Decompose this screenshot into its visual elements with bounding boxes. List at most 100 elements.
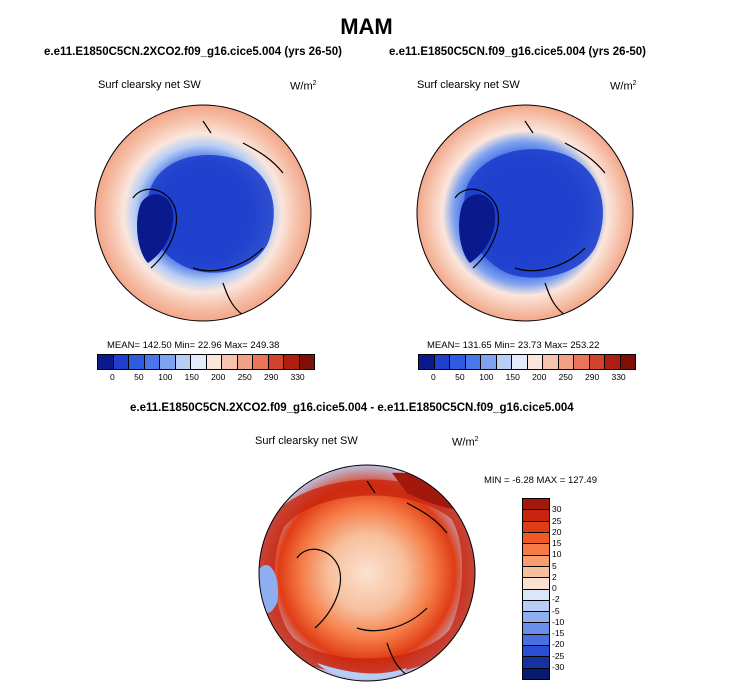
colorbar-tick-label: 25 (552, 515, 562, 526)
colorbar-tick-label: 150 (184, 372, 199, 382)
panel-3-negative-edge-bottom (317, 663, 407, 680)
colorbar-cell (160, 355, 176, 369)
panel-3-stats: MIN = -6.28 MAX = 127.49 (484, 475, 598, 486)
colorbar-tick-label: -30 (552, 661, 565, 672)
panel-1-stats: MEAN= 142.50 Min= 22.96 Max= 249.38 (107, 340, 280, 351)
colorbar-cell (523, 612, 549, 624)
panel-1-coastline (132, 120, 284, 316)
colorbar-tick-label: -20 (552, 639, 565, 650)
colorbar-cell (481, 355, 497, 369)
colorbar-cell (144, 355, 160, 369)
colorbar-cell (523, 589, 549, 601)
colorbar-tick-label: 10 (552, 549, 562, 560)
panel-2-case-title: e.e11.E1850C5CN.f09_g16.cice5.004 (yrs 2… (389, 46, 647, 58)
panel-2-units: W/m2 (610, 80, 637, 93)
colorbar-cell (527, 355, 543, 369)
colorbar-tick-label: 290 (264, 372, 279, 382)
colorbar-cell (465, 355, 481, 369)
colorbar-tick-label: 200 (211, 372, 226, 382)
panel-3-variable: Surf clearsky net SW (255, 435, 358, 447)
colorbar-cell (434, 355, 450, 369)
colorbar-tick-label: -5 (552, 605, 560, 616)
colorbar-tick-label: 100 (479, 372, 494, 382)
colorbar-tick-label: 20 (552, 526, 562, 537)
panel-2-colorbar (418, 354, 636, 370)
colorbar-tick-label: 290 (585, 372, 600, 382)
colorbar-cell (558, 355, 574, 369)
panel-2-map (416, 104, 634, 322)
panel-2-variable: Surf clearsky net SW (417, 79, 520, 91)
colorbar-cell (253, 355, 269, 369)
panel-1-greenland (137, 194, 174, 263)
colorbar-tick-label: 50 (455, 372, 465, 382)
colorbar-cell (206, 355, 222, 369)
colorbar-cell (523, 555, 549, 567)
colorbar-cell (605, 355, 621, 369)
colorbar-cell (543, 355, 559, 369)
colorbar-cell (222, 355, 238, 369)
panel-3-map (258, 464, 476, 682)
colorbar-tick-label: 150 (505, 372, 520, 382)
panel-2-ice-region (464, 149, 603, 278)
panel-1-units: W/m2 (290, 80, 317, 93)
colorbar-tick-label: -10 (552, 616, 565, 627)
colorbar-cell (523, 532, 549, 545)
colorbar-cell (512, 355, 528, 369)
panel-3-coastline (296, 480, 448, 676)
colorbar-cell (523, 634, 549, 647)
colorbar-tick-label: 2 (552, 571, 557, 582)
colorbar-cell (191, 355, 207, 369)
colorbar-cell (299, 355, 314, 369)
colorbar-cell (523, 668, 549, 679)
diff-title: e.e11.E1850C5CN.2XCO2.f09_g16.cice5.004 … (130, 402, 574, 414)
colorbar-tick-label: 30 (552, 504, 562, 515)
colorbar-tick-label: 0 (110, 372, 115, 382)
colorbar-cell (237, 355, 253, 369)
figure-title: MAM (340, 14, 393, 39)
colorbar-cell (496, 355, 512, 369)
colorbar-cell (268, 355, 284, 369)
colorbar-cell (523, 499, 549, 511)
colorbar-cell (620, 355, 635, 369)
colorbar-tick-label: 250 (558, 372, 573, 382)
colorbar-tick-label: -25 (552, 650, 565, 661)
colorbar-cell (419, 355, 435, 369)
panel-3-units: W/m2 (452, 436, 479, 449)
colorbar-tick-label: -15 (552, 628, 565, 638)
colorbar-cell (574, 355, 590, 369)
colorbar-tick-label: 200 (532, 372, 547, 382)
panel-3-field (259, 465, 475, 681)
panel-1-ice-region (147, 154, 274, 273)
colorbar-tick-label: 5 (552, 560, 557, 571)
colorbar-tick-label: 15 (552, 538, 562, 548)
colorbar-cell (129, 355, 145, 369)
colorbar-cell (523, 578, 549, 590)
colorbar-cell (113, 355, 129, 369)
colorbar-tick-label: 330 (611, 372, 626, 382)
colorbar-cell (523, 646, 549, 658)
colorbar-cell (523, 623, 549, 635)
colorbar-tick-label: -2 (552, 594, 560, 605)
colorbar-cell (523, 566, 549, 579)
colorbar-cell (450, 355, 466, 369)
panel-1-case-title: e.e11.E1850C5CN.2XCO2.f09_g16.cice5.004 … (44, 46, 342, 58)
colorbar-cell (589, 355, 605, 369)
colorbar-tick-label: 330 (290, 372, 305, 382)
colorbar-cell (98, 355, 114, 369)
colorbar-tick-label: 0 (431, 372, 436, 382)
panel-3-colorbar (522, 498, 550, 680)
panel-1-variable: Surf clearsky net SW (98, 79, 201, 91)
colorbar-tick-label: 50 (134, 372, 144, 382)
colorbar-tick-label: 0 (552, 583, 557, 593)
panel-1-map (94, 104, 312, 322)
colorbar-cell (523, 521, 549, 533)
colorbar-tick-label: 250 (237, 372, 252, 382)
colorbar-cell (523, 657, 549, 669)
colorbar-cell (523, 510, 549, 522)
colorbar-cell (175, 355, 191, 369)
panel-2-stats: MEAN= 131.65 Min= 23.73 Max= 253.22 (427, 340, 600, 351)
colorbar-cell (523, 544, 549, 556)
colorbar-tick-label: 100 (158, 372, 173, 382)
panel-2-greenland (459, 194, 496, 263)
panel-2-coastline (454, 120, 606, 316)
